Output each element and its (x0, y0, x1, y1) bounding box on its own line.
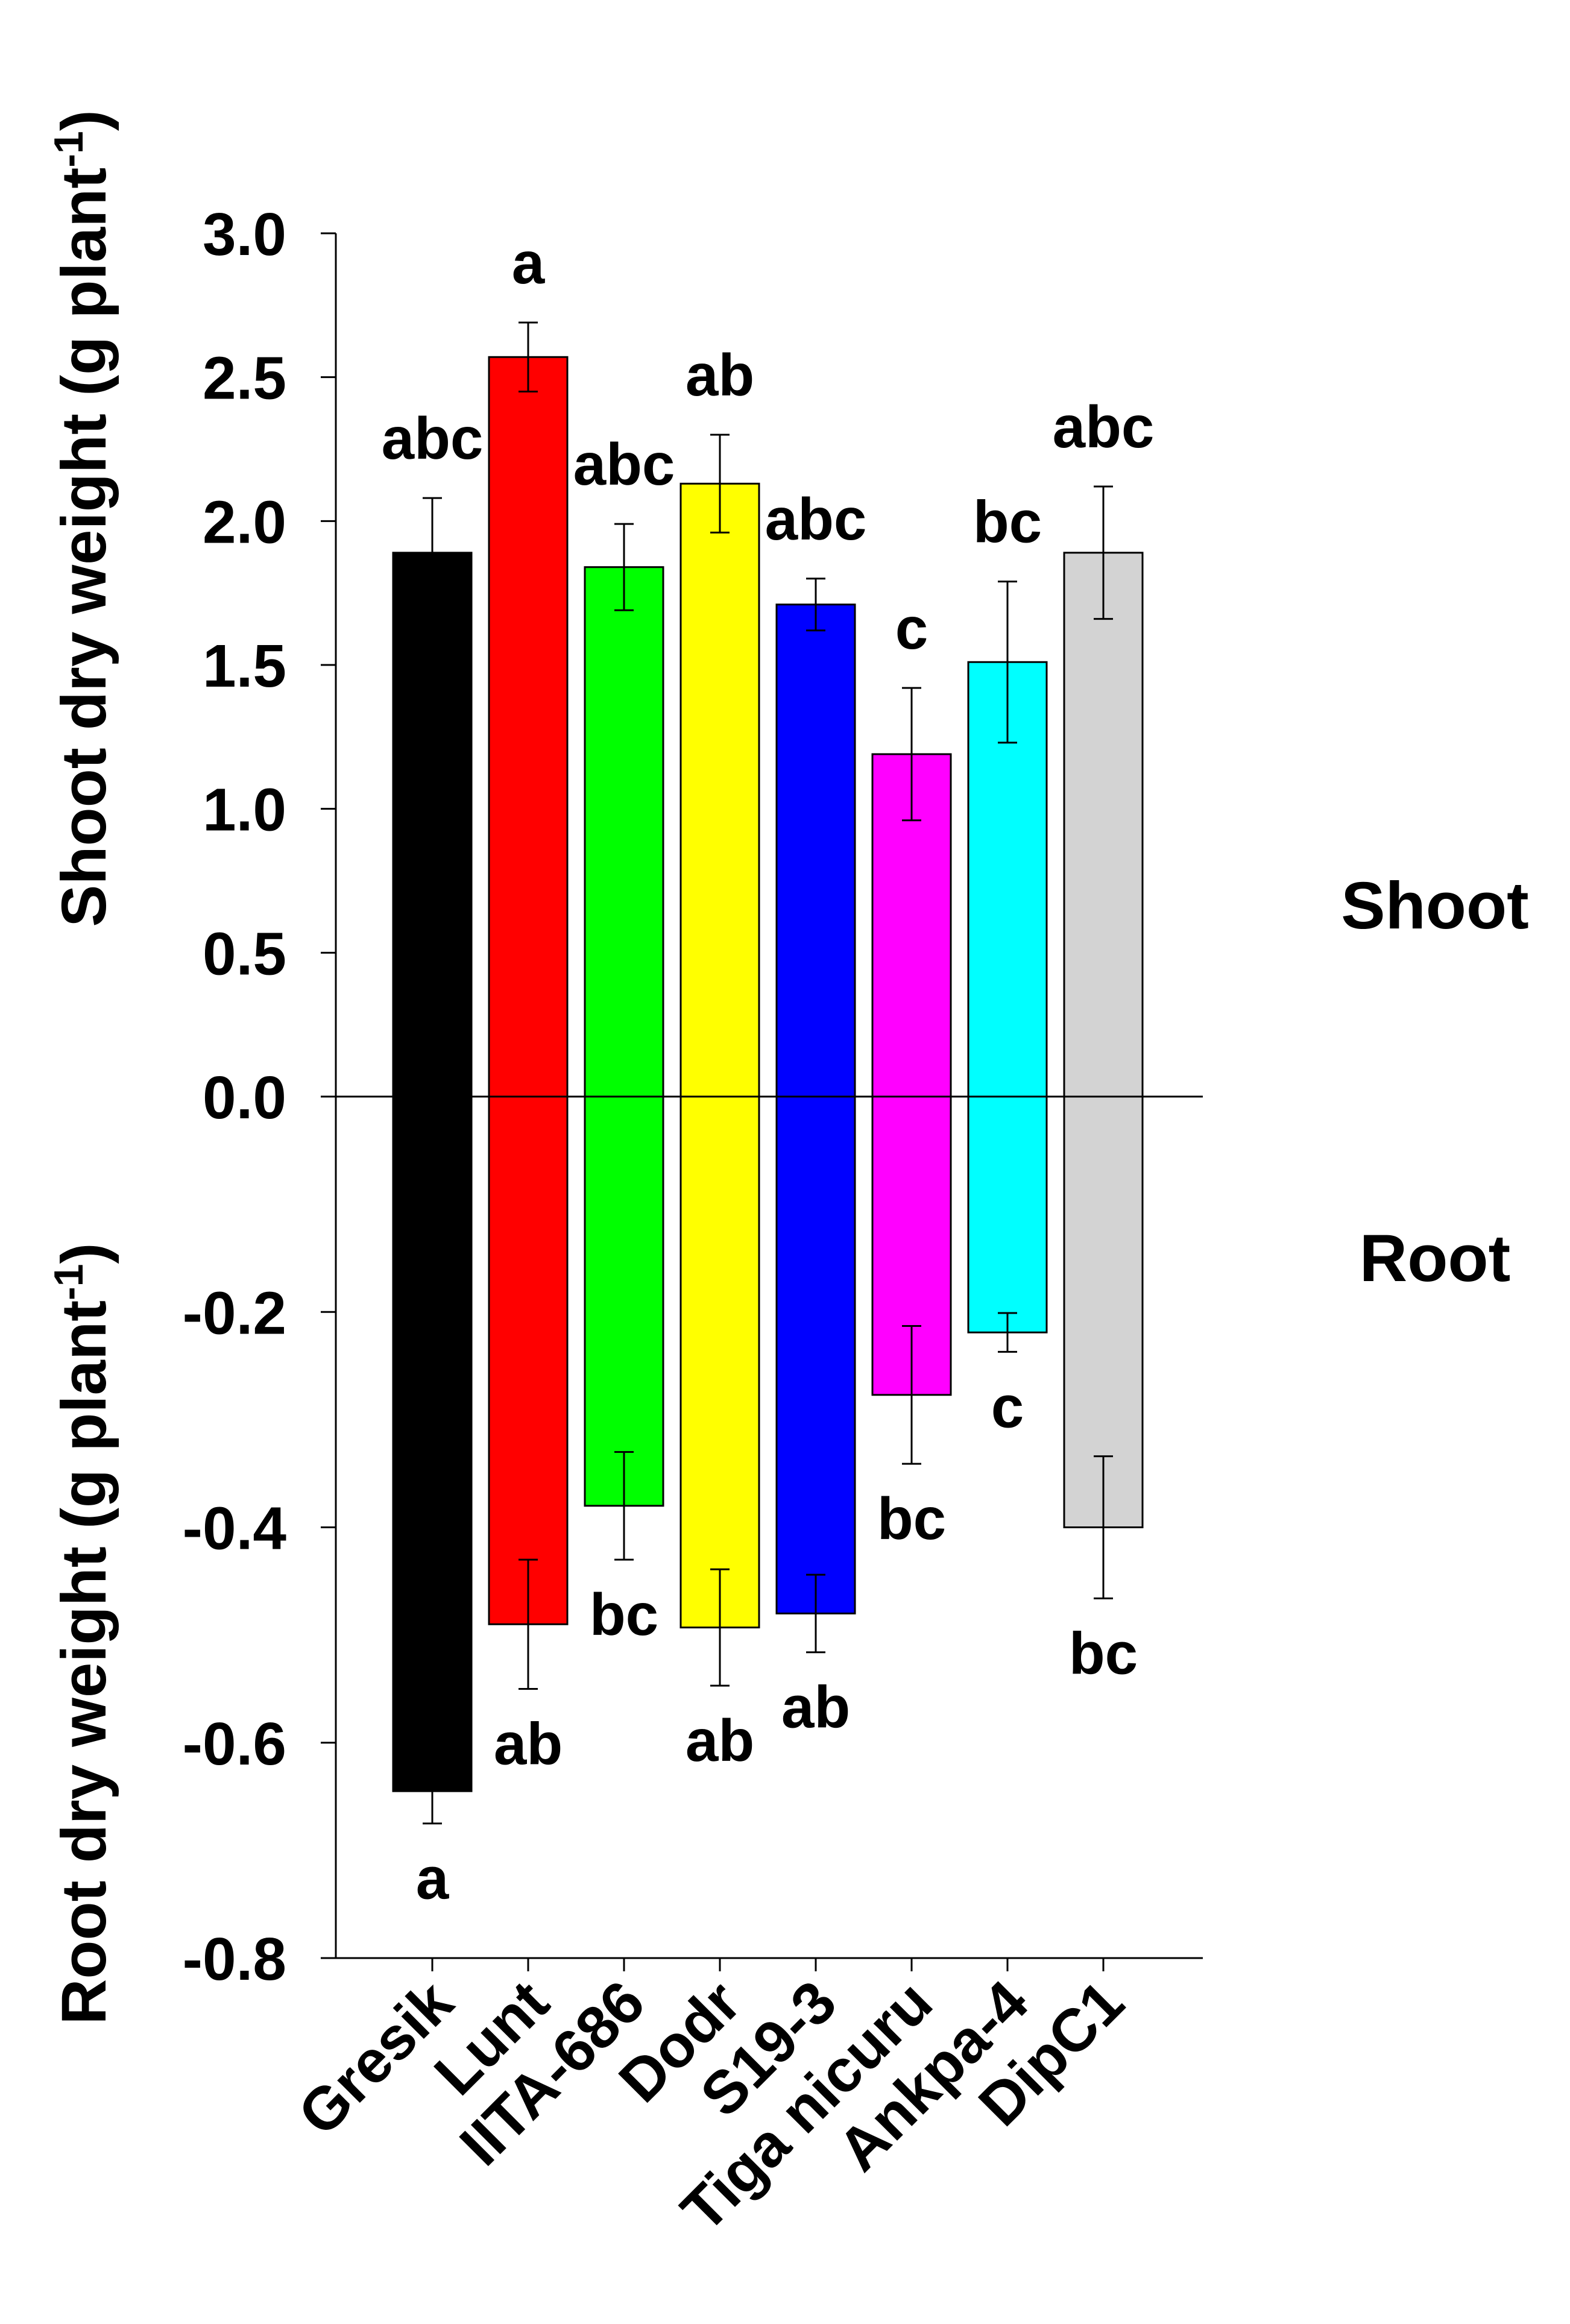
shoot-axis-title: Shoot dry weight (g plant-1) (46, 110, 119, 927)
shoot-significance-letter: abc (573, 431, 675, 497)
root-section-label: Root (1360, 1221, 1510, 1296)
root-significance-letter: bc (877, 1485, 946, 1552)
y-tick-label: -0.2 (183, 1279, 286, 1347)
shoot-significance-letter: abc (1053, 394, 1155, 460)
shoot-significance-letter: a (512, 230, 546, 296)
shoot-significance-letter: abc (382, 405, 484, 471)
root-significance-letter: ab (686, 1707, 754, 1774)
root-significance-letter: a (416, 1845, 450, 1912)
shoot-significance-letter: ab (686, 342, 754, 408)
y-tick-label: 0.0 (203, 1064, 286, 1132)
root-axis-title: Root dry weight (g plant-1) (46, 1243, 119, 2025)
root-bar (584, 1095, 664, 1507)
root-significance-letter: bc (590, 1581, 658, 1648)
y-tick-label: -0.6 (183, 1710, 286, 1778)
root-bar (488, 1095, 569, 1625)
shoot-section-label: Shoot (1341, 869, 1529, 943)
root-significance-letter: ab (781, 1674, 850, 1740)
root-bar (775, 1095, 856, 1614)
root-significance-letter: bc (1069, 1620, 1138, 1686)
y-tick-label: 2.0 (203, 488, 286, 556)
y-tick-label: -0.4 (183, 1495, 287, 1563)
shoot-bar (392, 552, 473, 1098)
y-tick-label: 2.5 (203, 345, 286, 412)
shoot-significance-letter: bc (973, 489, 1042, 555)
y-tick-label: 1.5 (203, 632, 286, 700)
root-bar (392, 1095, 473, 1792)
y-tick-label: 0.5 (203, 920, 286, 987)
shoot-significance-letter: c (895, 595, 928, 661)
shoot-significance-letter: abc (765, 486, 867, 552)
root-significance-letter: c (991, 1373, 1024, 1440)
root-bar (679, 1095, 760, 1629)
root-significance-letter: ab (494, 1710, 563, 1777)
y-tick-label: 1.0 (203, 776, 286, 844)
y-tick-label: 3.0 (203, 201, 286, 268)
shoot-bar (775, 603, 856, 1098)
y-tick-label: -0.8 (183, 1926, 286, 1993)
root-bar (967, 1095, 1048, 1334)
shoot-bar (488, 356, 569, 1098)
shoot-bar (584, 566, 664, 1098)
shoot-bar (1063, 552, 1144, 1098)
shoot-bar (679, 482, 760, 1098)
